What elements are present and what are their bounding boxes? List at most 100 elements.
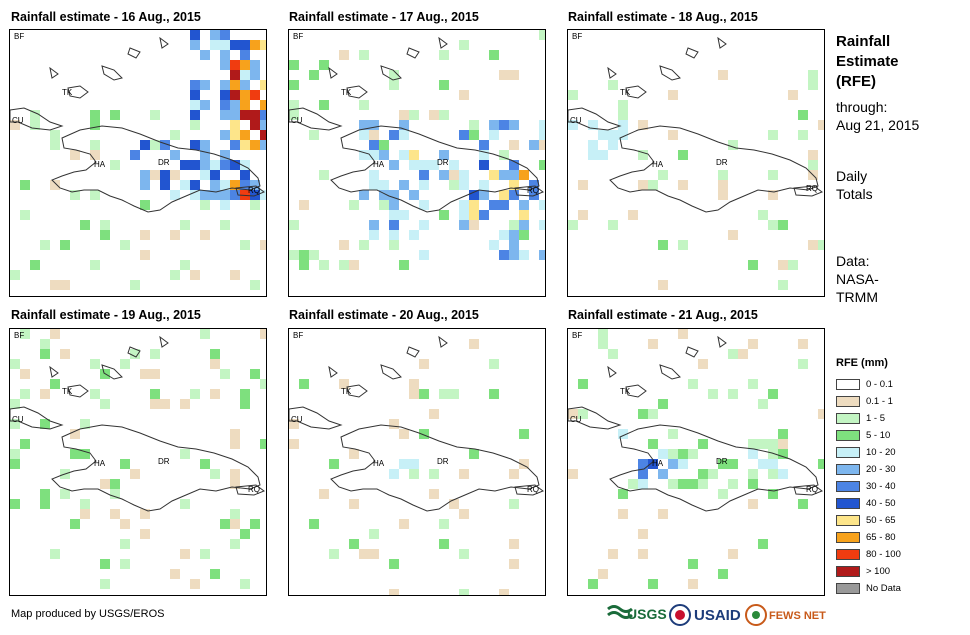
rainfall-cell [220,110,230,120]
rainfall-cell [200,200,210,210]
rainfall-cell [728,230,738,240]
rainfall-cell [688,379,698,389]
rainfall-cell [768,439,778,449]
rainfall-cell [808,150,818,160]
usaid-logo: USAID [669,604,741,626]
rainfall-cell [250,519,260,529]
side-date: Aug 21, 2015 [836,117,920,133]
rainfall-cell [459,40,469,50]
rainfall-cell [818,120,824,130]
rainfall-cell [459,509,469,519]
rainfall-cell [90,190,100,200]
rainfall-cell [30,260,40,270]
rainfall-cell [369,130,379,140]
rainfall-cell [10,459,20,469]
legend-label: 0 - 0.1 [866,378,893,390]
rainfall-cell [439,170,449,180]
rainfall-cell [60,349,70,359]
rainfall-cell [230,270,240,280]
rainfall-cell [608,130,618,140]
rainfall-cell [190,80,200,90]
rainfall-cell [70,449,80,459]
rainfall-cell [210,170,220,180]
rainfall-cell [190,180,200,190]
rainfall-cell [648,439,658,449]
rainfall-cell [618,489,628,499]
rainfall-cell [220,30,230,40]
legend-item: 10 - 20 [836,445,896,459]
rainfall-cell [230,439,240,449]
rainfall-cell [210,160,220,170]
map-panel-5: BF TK CU HA DR RQ [288,328,546,596]
partner-logos: USGS USAID FEWS NET [607,604,826,626]
rainfall-cell [698,359,708,369]
rainfall-cell [608,349,618,359]
rainfall-cell [230,469,240,479]
rainfall-cell [379,180,389,190]
rainfall-cell [220,190,230,200]
rainfall-cell [200,160,210,170]
rainfall-cell [419,200,429,210]
rainfall-cell [309,250,319,260]
panel-title-3: Rainfall estimate - 18 Aug., 2015 [568,10,758,24]
rainfall-cell [40,489,50,499]
rainfall-cell [319,260,329,270]
legend-label: 20 - 30 [866,463,896,475]
rainfall-cell [718,190,728,200]
rainfall-cell [200,329,210,339]
rainfall-cell [439,110,449,120]
fewsnet-logo-text: FEWS NET [769,610,826,622]
rainfall-cell [359,549,369,559]
rainfall-cell [140,369,150,379]
map-panel-6: BF TK CU HA DR RQ [567,328,825,596]
rainfall-cell [359,100,369,110]
map-label-ha: HA [652,459,664,468]
rainfall-cell [210,569,220,579]
rainfall-cell [509,539,519,549]
bahamas-outline [607,36,727,81]
legend-swatch [836,514,860,526]
rainfall-cell [768,170,778,180]
rainfall-cell [519,210,529,220]
rainfall-cell [260,190,266,200]
rainfall-cell [240,60,250,70]
rainfall-cell [588,120,598,130]
rainfall-cell [349,499,359,509]
legend-item: 40 - 50 [836,496,896,510]
rainfall-cell [808,80,818,90]
rainfall-cell [499,170,509,180]
rainfall-cell [758,459,768,469]
rainfall-cell [160,399,170,409]
cuba-outline [10,406,64,430]
rainfall-cell [728,349,738,359]
rainfall-cell [140,529,150,539]
rainfall-cell [429,409,439,419]
rainfall-cell [369,170,379,180]
rainfall-cell [718,70,728,80]
cuba-outline [568,406,622,430]
rainfall-cell [519,220,529,230]
rainfall-cell [359,120,369,130]
rainfall-cell [399,110,409,120]
rainfall-cell [180,160,190,170]
rainfall-cell [389,559,399,569]
rainfall-cell [459,549,469,559]
rainfall-cell [349,260,359,270]
rainfall-cell [110,160,120,170]
rainfall-cell [698,469,708,479]
legend-item: No Data [836,581,901,595]
rainfall-cell [90,150,100,160]
legend-label: 5 - 10 [866,429,891,441]
rainfall-cell [150,140,160,150]
rainfall-cell [80,220,90,230]
rainfall-cell [230,40,240,50]
rainfall-cell [220,100,230,110]
rainfall-cell [220,130,230,140]
rainfall-cell [40,419,50,429]
rainfall-cell [289,110,299,120]
rainfall-cell [140,250,150,260]
map-panel-1: BF TK CU HA DR RQ [9,29,267,297]
rainfall-cell [329,549,339,559]
rainfall-cell [519,429,529,439]
rainfall-cell [778,429,788,439]
